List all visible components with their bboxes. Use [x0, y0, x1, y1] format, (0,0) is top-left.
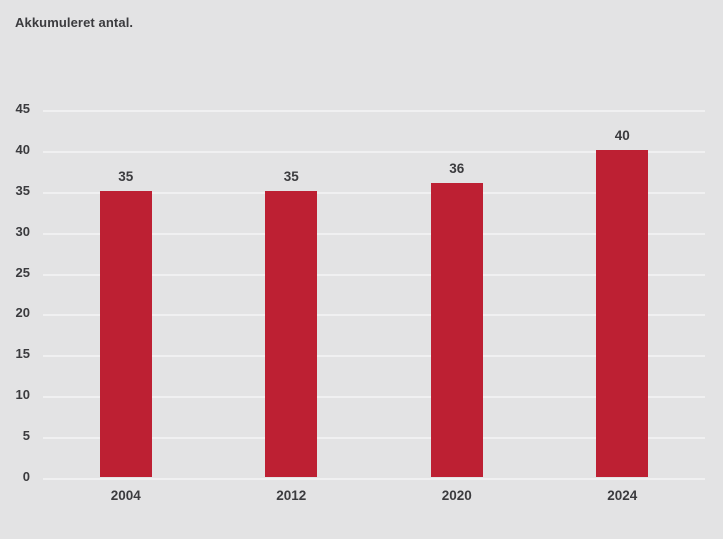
x-axis: 2004 2012 2020 2024 — [43, 489, 705, 509]
x-tick-label: 2024 — [607, 488, 638, 503]
bar-value-label: 35 — [283, 169, 299, 185]
y-tick-label: 40 — [15, 142, 30, 158]
bar-2004 — [99, 190, 152, 477]
plot-area: 35 35 36 40 — [43, 109, 705, 480]
x-tick-label: 2012 — [276, 488, 307, 503]
gridline — [43, 396, 705, 399]
y-tick-label: 10 — [15, 387, 30, 403]
x-tick-label: 2020 — [441, 488, 472, 503]
bar-value-label: 40 — [614, 128, 630, 144]
bar-value-label: 36 — [449, 161, 465, 177]
y-tick-label: 25 — [15, 264, 30, 280]
y-tick-label: 5 — [22, 428, 30, 444]
gridline — [43, 232, 705, 235]
bar-2024 — [596, 149, 649, 477]
chart-title: Akkumuleret antal. — [15, 15, 134, 30]
bar-2020 — [430, 182, 483, 477]
y-tick-label: 30 — [15, 223, 30, 239]
y-axis: 0 5 10 15 20 25 30 35 40 45 — [0, 102, 30, 483]
y-tick-label: 15 — [15, 346, 30, 362]
y-tick-label: 35 — [15, 183, 30, 199]
bar-value-label: 35 — [118, 169, 134, 185]
bar-2012 — [265, 190, 318, 477]
gridline — [43, 437, 705, 440]
y-tick-label: 45 — [15, 101, 30, 117]
y-tick-label: 20 — [15, 305, 30, 321]
y-tick-label: 0 — [22, 469, 30, 485]
gridline — [43, 314, 705, 317]
gridline — [43, 478, 705, 480]
gridline — [43, 110, 705, 112]
gridline — [43, 191, 705, 194]
gridline — [43, 150, 705, 153]
gridline — [43, 355, 705, 358]
x-tick-label: 2004 — [110, 488, 141, 503]
gridline — [43, 273, 705, 276]
